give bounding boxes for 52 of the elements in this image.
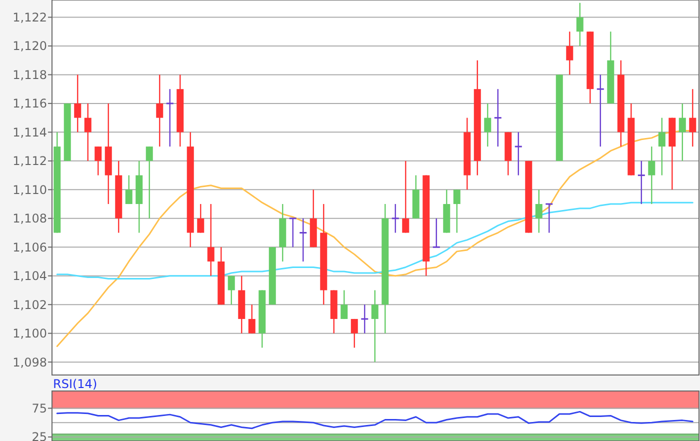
candlestick xyxy=(566,31,574,76)
candlestick xyxy=(535,189,542,234)
candlestick xyxy=(197,203,204,234)
y-tick-label: 1,106 xyxy=(12,240,47,254)
candlestick xyxy=(207,203,214,276)
candlestick xyxy=(391,203,400,234)
line-series xyxy=(56,410,694,430)
candlestick xyxy=(648,146,656,205)
candlestick xyxy=(453,189,460,234)
candlestick xyxy=(166,88,174,148)
candlestick xyxy=(156,74,164,148)
candlestick xyxy=(596,74,605,148)
candlestick xyxy=(340,290,348,320)
y-tick-label: 1,122 xyxy=(12,10,47,24)
y-tick-label: 1,116 xyxy=(12,96,47,111)
candlestick xyxy=(74,74,82,133)
candlestick xyxy=(432,218,441,248)
candlestick xyxy=(248,304,256,334)
candlestick xyxy=(84,102,92,162)
y-tick-label: 1,098 xyxy=(12,355,47,370)
candlestick xyxy=(678,102,686,162)
candlestick xyxy=(371,290,378,363)
candlestick xyxy=(494,88,502,148)
candlestick xyxy=(637,160,646,205)
y-tick-label: 1,110 xyxy=(12,182,47,197)
y-tick-label: 1,100 xyxy=(12,326,47,341)
y-tick-label: 1,118 xyxy=(12,68,47,82)
candlestick xyxy=(544,203,554,234)
candlestick xyxy=(658,117,666,176)
candlestick xyxy=(228,275,235,306)
chart-title: RSI(14) xyxy=(53,377,98,391)
candlestick xyxy=(288,218,298,248)
candlestick xyxy=(576,2,584,47)
y-tick-label: 1,104 xyxy=(12,269,47,284)
candlestick xyxy=(146,146,153,219)
y-tick-label: 75 xyxy=(32,401,47,416)
candlestick xyxy=(125,174,132,205)
candlestick xyxy=(298,218,308,262)
candlestick xyxy=(350,318,358,348)
y-tick-label: 1,120 xyxy=(12,39,47,54)
y-tick-label: 1,112 xyxy=(12,154,47,168)
candlestick xyxy=(689,88,696,148)
candlestick xyxy=(514,132,523,176)
candlestick xyxy=(484,102,492,148)
y-tick-label: 1,108 xyxy=(12,212,47,226)
y-tick-label: 1,114 xyxy=(12,125,47,140)
candlestick xyxy=(360,304,369,334)
line-series xyxy=(56,202,694,280)
y-tick-label: 1,102 xyxy=(12,298,47,312)
y-tick-label: 25 xyxy=(32,430,47,441)
candlestick xyxy=(94,146,102,176)
candlestick xyxy=(402,160,410,234)
